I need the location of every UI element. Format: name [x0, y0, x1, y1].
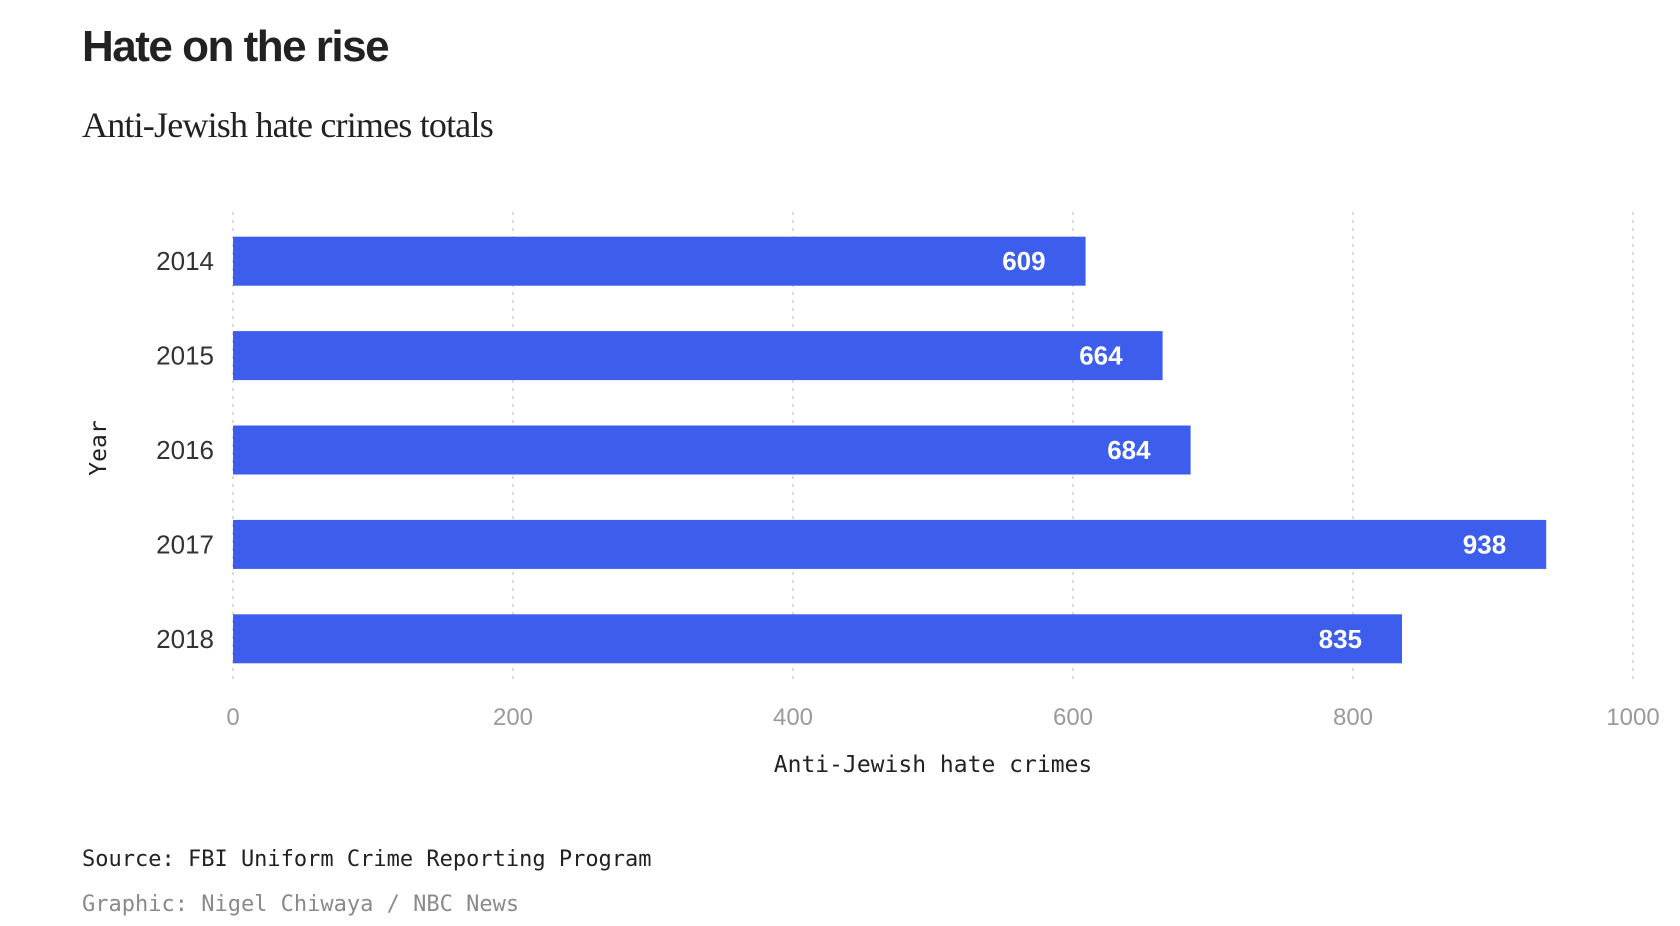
y-tick-label: 2018	[156, 624, 214, 654]
bar	[233, 614, 1402, 664]
y-axis-title: Year	[86, 420, 112, 475]
y-tick-label: 2014	[156, 246, 214, 276]
bar-value-label: 664	[1079, 341, 1123, 371]
x-tick-label: 0	[226, 704, 239, 731]
x-tick-label: 200	[493, 704, 533, 731]
bar-value-label: 938	[1463, 529, 1506, 559]
bar	[233, 236, 1086, 286]
graphic-credit: Graphic: Nigel Chiwaya / NBC News	[82, 892, 520, 917]
chart-title: Hate on the rise	[82, 22, 390, 71]
bar-value-label: 684	[1107, 435, 1151, 465]
bar	[233, 425, 1191, 475]
bar	[233, 519, 1547, 569]
x-tick-label: 400	[773, 704, 813, 731]
x-tick-label: 800	[1333, 704, 1373, 731]
x-tick-label: 600	[1053, 704, 1093, 731]
bar	[233, 331, 1163, 381]
source-note: Source: FBI Uniform Crime Reporting Prog…	[82, 847, 652, 872]
y-tick-label: 2015	[156, 341, 214, 371]
bar-value-label: 835	[1319, 624, 1362, 654]
y-tick-label: 2016	[156, 435, 214, 465]
bar-value-label: 609	[1002, 246, 1045, 276]
x-tick-label: 1000	[1606, 704, 1659, 731]
chart-subtitle: Anti-Jewish hate crimes totals	[82, 105, 494, 145]
bar-chart: 0 200 400 600 800 1000 2014 609 2015 664 2016 684 20…	[86, 212, 1660, 778]
x-axis-title: Anti-Jewish hate crimes	[774, 752, 1093, 778]
y-tick-label: 2017	[156, 529, 214, 559]
